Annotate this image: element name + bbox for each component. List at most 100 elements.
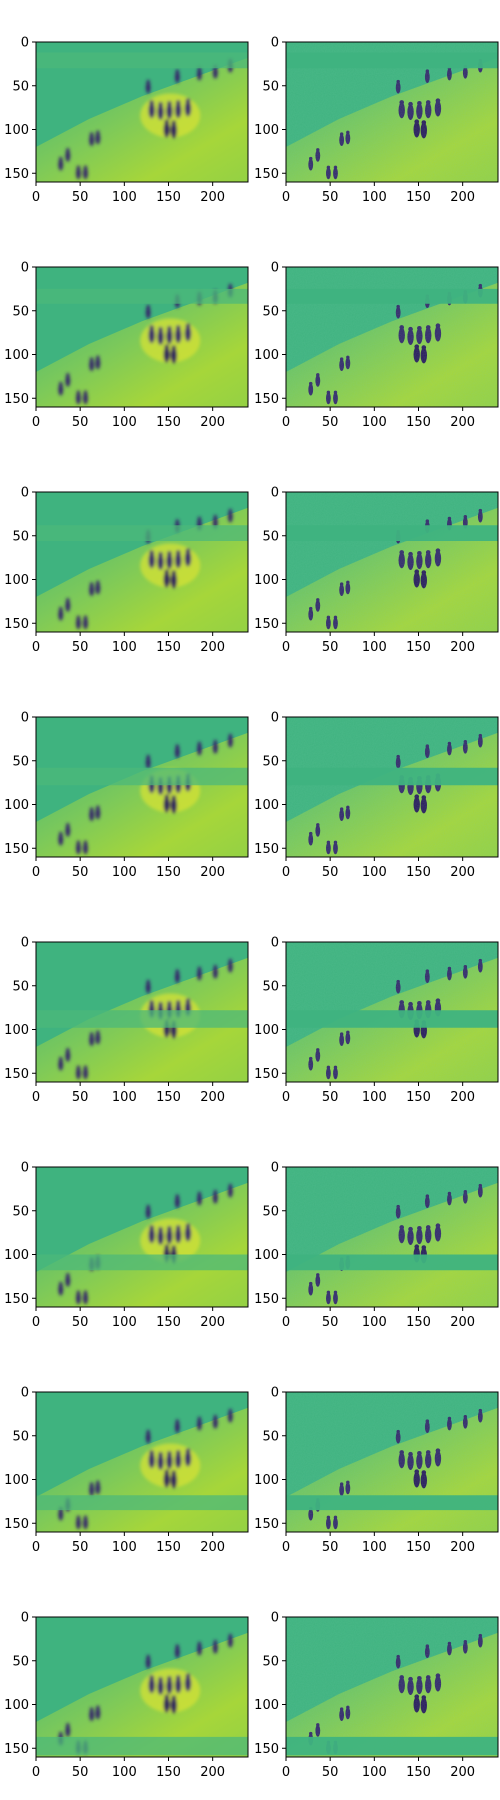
x-tick-label: 0 xyxy=(32,190,40,205)
y-tick-label: 50 xyxy=(262,754,279,769)
x-tick-label: 100 xyxy=(362,865,387,880)
x-tick-label: 200 xyxy=(450,640,475,655)
y-tick-label: 100 xyxy=(254,1248,279,1263)
panel-r7-c2: 0 50 100 150 200 0 50 100 150 xyxy=(254,1386,499,1555)
panel-frame-r1-c2 xyxy=(285,41,499,183)
x-tick-label: 100 xyxy=(112,1765,137,1780)
x-tick-label: 0 xyxy=(282,1315,290,1330)
x-tick-label: 100 xyxy=(362,1315,387,1330)
x-tick-label: 50 xyxy=(72,190,89,205)
x-tick-label: 100 xyxy=(112,865,137,880)
y-tick-label: 100 xyxy=(254,798,279,813)
x-tick-label: 150 xyxy=(406,1315,431,1330)
panel-image-r8-c2 xyxy=(286,1617,498,1757)
y-tick-label: 50 xyxy=(12,979,29,994)
x-tick-label: 0 xyxy=(282,1540,290,1555)
panel-r1-c1: 0 50 100 150 200 0 50 100 150 xyxy=(4,36,249,205)
panel-image-r5-c1 xyxy=(36,942,248,1082)
x-tick-label: 0 xyxy=(32,1765,40,1780)
x-tick-label: 200 xyxy=(450,1540,475,1555)
x-tick-label: 100 xyxy=(362,1090,387,1105)
x-tick-label: 200 xyxy=(450,1090,475,1105)
y-tick-label: 100 xyxy=(4,798,29,813)
y-tick-label: 0 xyxy=(21,711,29,726)
x-tick-label: 100 xyxy=(112,190,137,205)
y-tick-label: 0 xyxy=(271,261,279,276)
y-tick-label: 150 xyxy=(4,1067,29,1082)
x-tick-label: 0 xyxy=(282,190,290,205)
y-tick-label: 0 xyxy=(271,1161,279,1176)
y-tick-label: 100 xyxy=(254,1023,279,1038)
y-tick-label: 150 xyxy=(4,1292,29,1307)
x-tick-label: 50 xyxy=(322,640,339,655)
y-tick-label: 150 xyxy=(4,392,29,407)
x-tick-label: 0 xyxy=(32,865,40,880)
x-tick-label: 200 xyxy=(450,190,475,205)
panel-frame-r5-c1 xyxy=(35,941,249,1083)
panel-r8-c1: 0 50 100 150 200 0 50 100 150 xyxy=(4,1611,249,1780)
x-tick-label: 50 xyxy=(72,415,89,430)
y-tick-label: 0 xyxy=(21,486,29,501)
y-tick-label: 50 xyxy=(12,1429,29,1444)
y-tick-label: 150 xyxy=(254,1292,279,1307)
panel-r3-c1: 0 50 100 150 200 0 50 100 150 xyxy=(4,486,249,655)
y-tick-label: 100 xyxy=(4,348,29,363)
x-tick-label: 50 xyxy=(72,640,89,655)
y-tick-label: 0 xyxy=(21,1611,29,1626)
x-tick-label: 50 xyxy=(72,1540,89,1555)
y-tick-label: 150 xyxy=(254,617,279,632)
y-tick-label: 100 xyxy=(4,123,29,138)
panel-image-r8-c1 xyxy=(36,1617,248,1757)
panel-frame-r2-c2 xyxy=(285,266,499,408)
y-tick-label: 100 xyxy=(254,123,279,138)
x-tick-label: 200 xyxy=(200,1315,225,1330)
x-tick-label: 200 xyxy=(450,865,475,880)
x-tick-label: 50 xyxy=(322,1540,339,1555)
panel-frame-r1-c1 xyxy=(35,41,249,183)
panel-frame-r7-c1 xyxy=(35,1391,249,1533)
y-tick-label: 50 xyxy=(12,754,29,769)
y-tick-label: 150 xyxy=(254,167,279,182)
y-tick-label: 150 xyxy=(254,1742,279,1757)
x-tick-label: 100 xyxy=(112,1540,137,1555)
x-tick-label: 200 xyxy=(200,1090,225,1105)
y-tick-label: 150 xyxy=(254,1067,279,1082)
y-tick-label: 0 xyxy=(271,486,279,501)
x-tick-label: 50 xyxy=(322,1765,339,1780)
y-tick-label: 50 xyxy=(262,1204,279,1219)
y-tick-label: 150 xyxy=(4,1742,29,1757)
y-tick-label: 100 xyxy=(254,348,279,363)
panel-frame-r5-c2 xyxy=(285,941,499,1083)
x-tick-label: 150 xyxy=(406,1090,431,1105)
y-tick-label: 0 xyxy=(271,1611,279,1626)
panel-frame-r4-c2 xyxy=(285,716,499,858)
x-tick-label: 0 xyxy=(32,1090,40,1105)
x-tick-label: 100 xyxy=(112,640,137,655)
y-tick-label: 100 xyxy=(254,1473,279,1488)
x-tick-label: 150 xyxy=(156,1315,181,1330)
y-tick-label: 0 xyxy=(21,1386,29,1401)
panel-image-r6-c1 xyxy=(36,1167,248,1307)
x-tick-label: 0 xyxy=(282,1090,290,1105)
y-tick-label: 0 xyxy=(271,1386,279,1401)
panel-r4-c2: 0 50 100 150 200 0 50 100 150 xyxy=(254,711,499,880)
y-tick-label: 50 xyxy=(262,79,279,94)
x-tick-label: 0 xyxy=(32,640,40,655)
x-tick-label: 200 xyxy=(200,415,225,430)
panel-r8-c2: 0 50 100 150 200 0 50 100 150 xyxy=(254,1611,499,1780)
x-tick-label: 150 xyxy=(406,640,431,655)
x-tick-label: 0 xyxy=(282,865,290,880)
panel-r5-c1: 0 50 100 150 200 0 50 100 150 xyxy=(4,936,249,1105)
x-tick-label: 200 xyxy=(200,190,225,205)
panel-r6-c1: 0 50 100 150 200 0 50 100 150 xyxy=(4,1161,249,1330)
x-tick-label: 100 xyxy=(362,190,387,205)
y-tick-label: 150 xyxy=(4,842,29,857)
panel-frame-r4-c1 xyxy=(35,716,249,858)
x-tick-label: 50 xyxy=(322,1315,339,1330)
y-tick-label: 100 xyxy=(4,1473,29,1488)
x-tick-label: 50 xyxy=(322,415,339,430)
y-tick-label: 100 xyxy=(4,573,29,588)
panel-r4-c1: 0 50 100 150 200 0 50 100 150 xyxy=(4,711,249,880)
x-tick-label: 150 xyxy=(406,865,431,880)
x-tick-label: 200 xyxy=(200,1540,225,1555)
